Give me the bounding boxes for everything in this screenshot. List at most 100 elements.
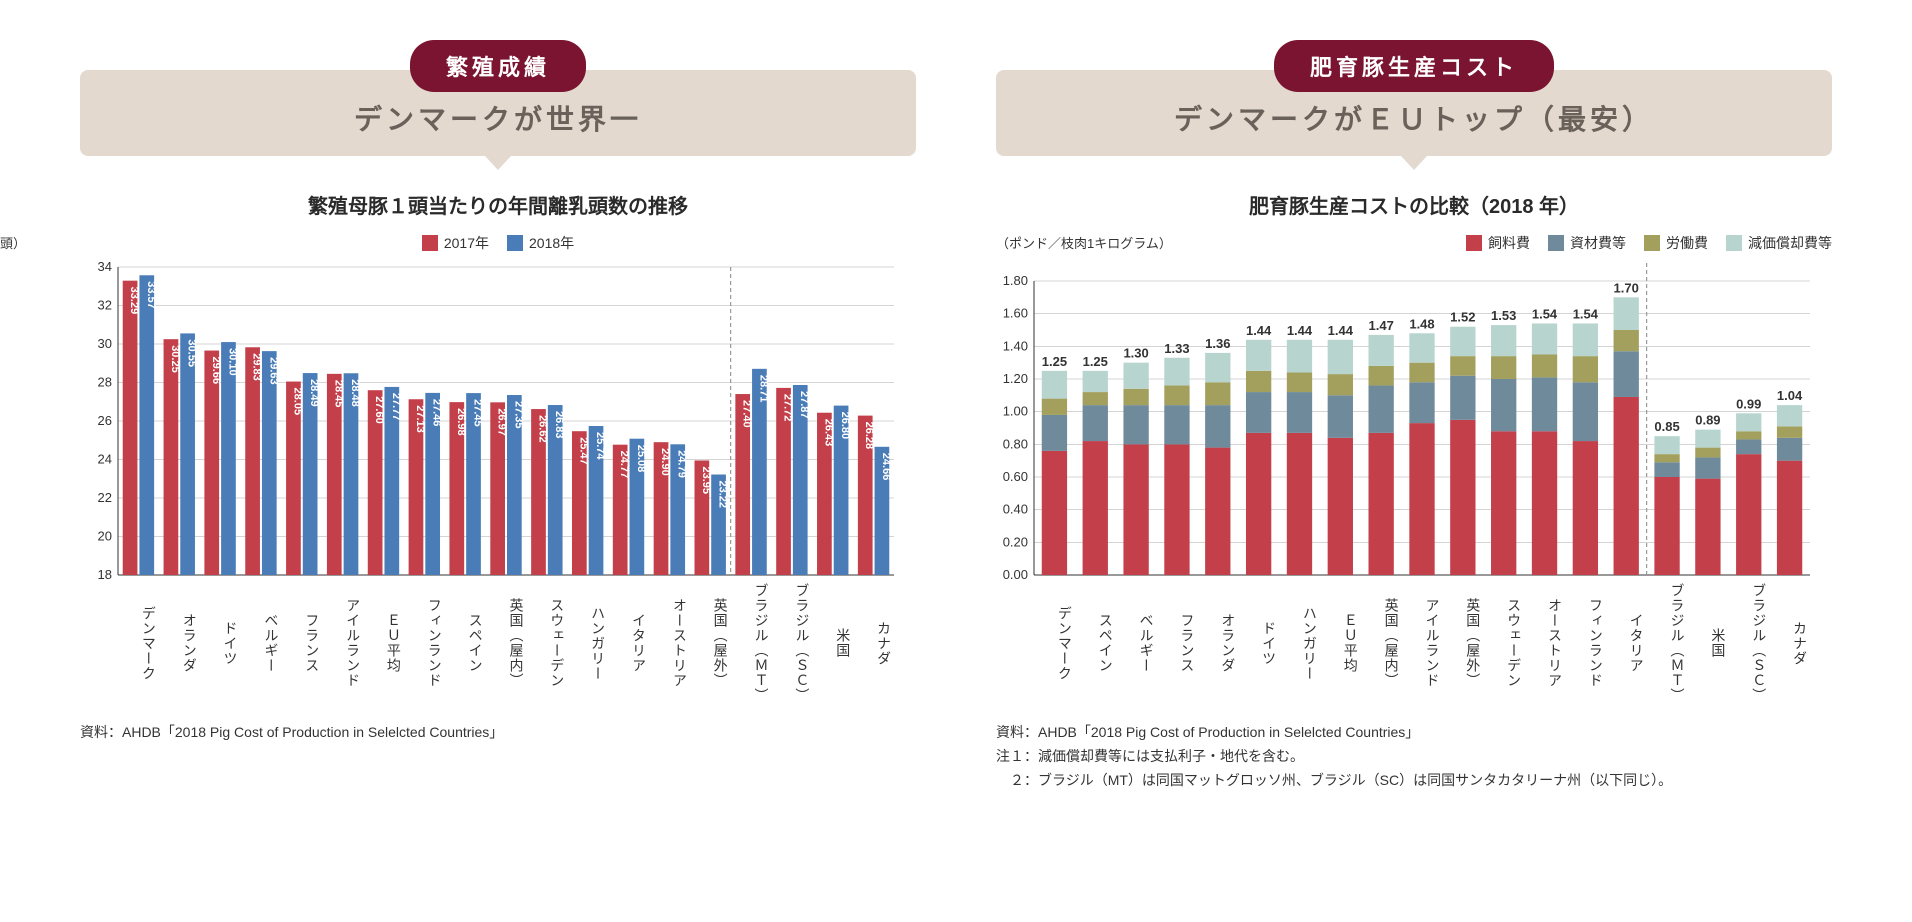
svg-text:0.89: 0.89	[1695, 413, 1720, 428]
x-axis-label: イタリア	[1606, 579, 1647, 703]
x-axis-label: フィンランド	[1565, 579, 1606, 703]
svg-text:0.60: 0.60	[1003, 469, 1028, 484]
legend-label: 資材費等	[1570, 233, 1626, 253]
svg-text:27.40: 27.40	[741, 400, 753, 428]
right-chart: 0.000.200.400.600.801.001.201.401.601.80…	[996, 259, 1832, 703]
legend-label: 2018年	[529, 233, 574, 253]
right-legend: （ポンド／枝肉1キログラム） 飼料費 資材費等労働費 減価償却費等	[996, 233, 1832, 253]
svg-text:1.25: 1.25	[1083, 354, 1108, 369]
svg-text:0.40: 0.40	[1003, 502, 1028, 517]
svg-text:28: 28	[98, 375, 112, 390]
svg-text:32: 32	[98, 298, 112, 313]
svg-text:1.47: 1.47	[1369, 318, 1394, 333]
svg-text:30: 30	[98, 336, 112, 351]
svg-text:26: 26	[98, 413, 112, 428]
svg-text:1.04: 1.04	[1777, 388, 1803, 403]
svg-text:0.20: 0.20	[1003, 534, 1028, 549]
legend-label: 飼料費	[1488, 233, 1530, 253]
legend-item: 2017年	[422, 233, 489, 253]
x-axis-label: ドイツ	[1238, 579, 1279, 703]
svg-text:33.29: 33.29	[128, 287, 140, 315]
right-chart-title: 肥育豚生産コストの比較（2018 年）	[996, 190, 1832, 219]
svg-text:26.98: 26.98	[455, 408, 467, 436]
left-panel: 繁殖成績 デンマークが世界一 繁殖母豚１頭当たりの年間離乳頭数の推移 頭） 20…	[80, 40, 916, 882]
x-axis-label: ハンガリー	[1279, 579, 1320, 703]
legend-item: 労働費	[1644, 233, 1708, 253]
x-axis-label: ブラジル（ＭＴ）	[1647, 579, 1688, 703]
svg-text:27.60: 27.60	[373, 396, 385, 424]
svg-text:34: 34	[98, 259, 112, 274]
svg-text:27.35: 27.35	[512, 401, 524, 429]
svg-text:0.99: 0.99	[1736, 396, 1761, 411]
x-axis-label: 英国（屋内）	[486, 579, 527, 703]
x-axis-label: アイルランド	[1402, 579, 1443, 703]
x-axis-label: フランス	[281, 579, 322, 703]
legend-label: 2017年	[444, 233, 489, 253]
svg-text:24.79: 24.79	[676, 450, 688, 478]
x-axis-label: オランダ	[159, 579, 200, 703]
svg-text:1.30: 1.30	[1123, 346, 1148, 361]
x-axis-label: スペイン	[445, 579, 486, 703]
svg-text:27.87: 27.87	[798, 391, 810, 419]
legend-swatch	[507, 235, 523, 251]
left-source: 資料：AHDB「2018 Pig Cost of Production in S…	[80, 721, 916, 745]
svg-text:1.80: 1.80	[1003, 273, 1028, 288]
right-source: 資料：AHDB「2018 Pig Cost of Production in S…	[996, 721, 1832, 792]
x-axis-label: ハンガリー	[567, 579, 608, 703]
svg-text:1.44: 1.44	[1287, 323, 1313, 338]
right-panel: 肥育豚生産コスト デンマークがＥＵトップ（最安） 肥育豚生産コストの比較（201…	[996, 40, 1832, 882]
x-axis-label: ブラジル（ＳＣ）	[772, 579, 813, 703]
x-axis-label: 米国	[1688, 579, 1729, 703]
left-chart: 18202224262830323433.2933.5730.2530.5529…	[80, 259, 916, 703]
x-axis-label: ブラジル（ＳＣ）	[1728, 579, 1769, 703]
x-axis-label: デンマーク	[1034, 579, 1075, 703]
svg-text:1.36: 1.36	[1205, 336, 1230, 351]
svg-text:1.44: 1.44	[1246, 323, 1272, 338]
x-axis-label: イタリア	[608, 579, 649, 703]
x-axis-label: フィンランド	[404, 579, 445, 703]
svg-text:25.08: 25.08	[635, 445, 647, 473]
svg-text:27.13: 27.13	[414, 405, 426, 433]
svg-text:0.80: 0.80	[1003, 436, 1028, 451]
left-y-axis-label: 頭）	[0, 233, 26, 252]
svg-text:1.48: 1.48	[1409, 316, 1434, 331]
legend-swatch	[1548, 235, 1564, 251]
svg-text:1.54: 1.54	[1532, 306, 1558, 321]
x-axis-label: 英国（屋内）	[1361, 579, 1402, 703]
right-y-axis-label: （ポンド／枝肉1キログラム）	[996, 233, 1172, 252]
svg-text:1.40: 1.40	[1003, 338, 1028, 353]
source-line: ２：ブラジル（MT）は同国マットグロッソ州、ブラジル（SC）は同国サンタカタリー…	[996, 769, 1832, 793]
legend-item: 飼料費	[1466, 233, 1530, 253]
x-axis-label: 英国（屋外）	[690, 579, 731, 703]
svg-text:29.66: 29.66	[210, 357, 222, 385]
x-axis-label: ブラジル（ＭＴ）	[731, 579, 772, 703]
left-chart-title: 繁殖母豚１頭当たりの年間離乳頭数の推移	[80, 190, 916, 219]
x-axis-label: カナダ	[1769, 579, 1810, 703]
svg-text:29.83: 29.83	[251, 353, 263, 381]
x-axis-label: スウェーデン	[1483, 579, 1524, 703]
x-axis-label: カナダ	[853, 579, 894, 703]
right-subtitle: デンマークがＥＵトップ（最安）	[1016, 98, 1812, 138]
svg-text:1.20: 1.20	[1003, 371, 1028, 386]
legend-swatch	[1726, 235, 1742, 251]
svg-text:23.95: 23.95	[700, 466, 712, 494]
legend-swatch	[422, 235, 438, 251]
svg-text:1.70: 1.70	[1614, 280, 1639, 295]
legend-item: 2018年	[507, 233, 574, 253]
x-axis-label: オランダ	[1197, 579, 1238, 703]
svg-text:22: 22	[98, 490, 112, 505]
legend-swatch	[1466, 235, 1482, 251]
legend-item: 資材費等	[1548, 233, 1626, 253]
legend-label: 減価償却費等	[1748, 233, 1832, 253]
svg-text:30.55: 30.55	[186, 339, 198, 367]
svg-text:26.80: 26.80	[839, 412, 851, 440]
x-axis-label: フランス	[1157, 579, 1198, 703]
svg-text:28.49: 28.49	[308, 379, 320, 407]
left-legend: 頭） 2017年2018年	[80, 233, 916, 253]
svg-text:26.43: 26.43	[822, 419, 834, 447]
svg-text:27.45: 27.45	[472, 399, 484, 427]
svg-text:26.28: 26.28	[863, 422, 875, 450]
svg-text:27.77: 27.77	[390, 393, 402, 421]
legend-swatch	[1644, 235, 1660, 251]
right-badge: 肥育豚生産コスト	[1274, 40, 1554, 92]
